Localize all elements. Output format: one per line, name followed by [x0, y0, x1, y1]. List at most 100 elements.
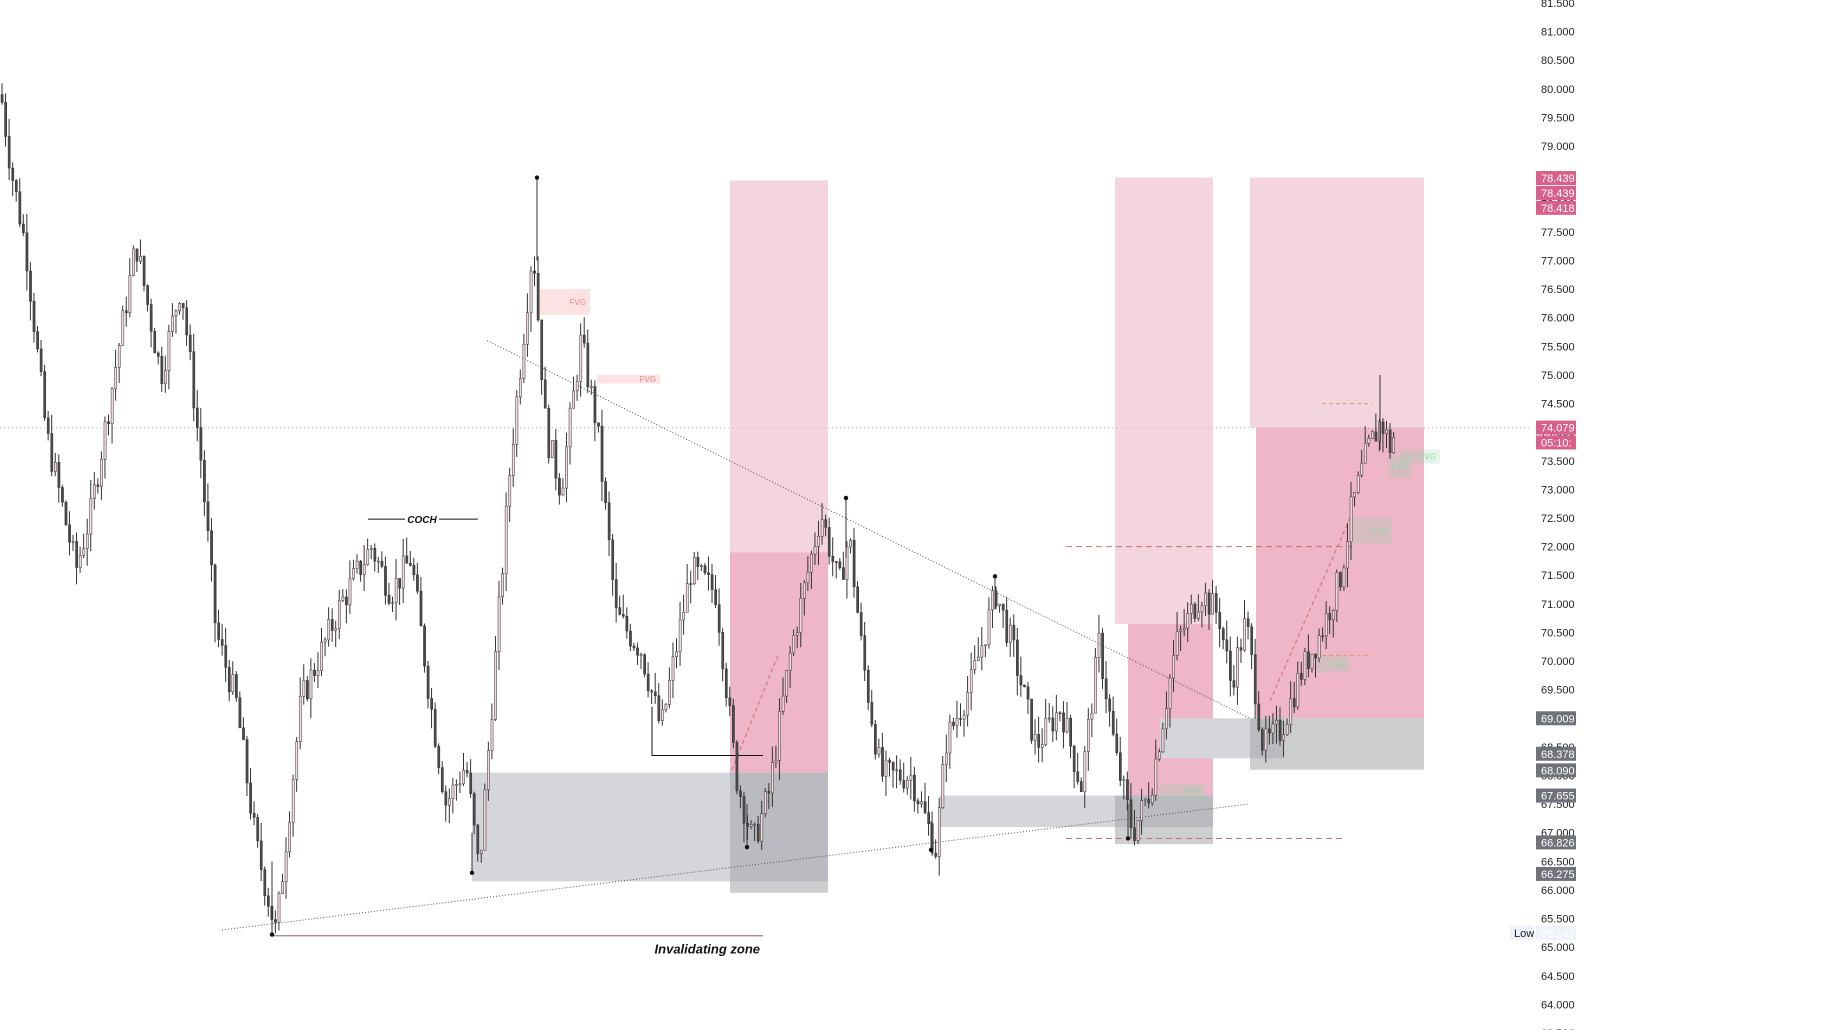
candle-body — [196, 407, 199, 428]
candle-body — [288, 821, 291, 853]
candle-body — [1033, 734, 1037, 741]
candle-body — [238, 697, 242, 729]
candle-body — [501, 573, 504, 598]
candle-body — [895, 769, 899, 772]
price-tick-label: 65.000 — [1541, 942, 1575, 954]
candle-body — [998, 603, 1001, 607]
candle-body — [1140, 800, 1144, 821]
candle-body — [1257, 703, 1261, 730]
candle-body — [327, 619, 331, 641]
candle-body — [977, 656, 980, 661]
fvg-label: FVG — [640, 375, 656, 384]
candle-body — [1239, 647, 1243, 651]
candle-body — [480, 849, 483, 855]
candle-body — [1289, 698, 1293, 725]
candle-body — [717, 604, 721, 633]
candle-body — [1108, 698, 1112, 712]
price-tag-bg — [1536, 185, 1576, 200]
candle-body — [355, 560, 359, 569]
candle-body — [128, 275, 132, 314]
candle-body — [803, 582, 806, 599]
candle-body — [820, 519, 824, 537]
gray-demand-zone-1-dark — [730, 772, 828, 893]
price-tag-label: 78.439 — [1541, 173, 1575, 185]
candle-body — [252, 812, 256, 818]
candle-body — [242, 727, 245, 740]
candle-body — [1353, 492, 1357, 498]
pink-zone-2-inner — [1128, 623, 1213, 796]
candle-body — [458, 783, 462, 786]
swing-point — [469, 870, 475, 875]
candle-body — [547, 407, 551, 458]
candle-body — [1214, 593, 1218, 613]
candle-body — [178, 303, 181, 312]
fvg-box-7 — [1160, 784, 1205, 799]
price-tag-label: 66.826 — [1541, 837, 1575, 849]
candle-body — [1253, 654, 1257, 705]
candle-body — [881, 747, 884, 777]
candle-body — [1218, 611, 1222, 629]
candle-body — [1079, 781, 1083, 793]
candle-body — [78, 555, 82, 568]
candle-body — [433, 709, 437, 747]
candle-body — [582, 334, 586, 344]
price-tick-label: 81.000 — [1541, 27, 1575, 39]
candle-body — [551, 440, 554, 458]
trendlines-layer — [0, 340, 1530, 937]
candle-body — [732, 705, 735, 743]
price-tag-label: 65.249 — [1541, 928, 1575, 940]
candle-body — [1175, 631, 1179, 656]
candle-body — [611, 539, 615, 580]
candle-body — [206, 501, 210, 531]
candle-body — [913, 774, 916, 802]
bos-line — [651, 706, 763, 756]
candle-body — [405, 555, 409, 564]
candle-body — [852, 539, 856, 587]
candle-body — [192, 351, 196, 409]
candle-body — [1321, 635, 1325, 638]
candle-body — [188, 334, 192, 353]
candle-body — [1076, 771, 1080, 782]
candle-body — [139, 256, 142, 262]
candle-body — [1087, 718, 1090, 752]
candle-body — [682, 612, 686, 621]
candle-body — [267, 895, 270, 907]
candle-body — [245, 739, 249, 784]
candle-body — [845, 546, 849, 580]
candle-body — [1005, 609, 1009, 643]
candle-body — [1147, 798, 1151, 804]
swing-point — [992, 574, 998, 579]
candle-body — [419, 590, 423, 627]
candle-body — [1030, 698, 1033, 741]
candles-layer — [0, 83, 1396, 935]
price-tick-label: 81.500 — [1541, 0, 1575, 10]
candle-body — [302, 680, 306, 697]
candle-body — [313, 669, 316, 676]
candle-body — [778, 710, 781, 761]
candle-body — [423, 625, 426, 667]
candle-body — [181, 303, 185, 308]
candle-body — [110, 388, 114, 424]
candle-body — [75, 541, 79, 568]
candle-body — [1335, 572, 1339, 611]
candle-body — [558, 477, 561, 496]
candle-body — [1250, 626, 1254, 656]
candle-body — [923, 801, 927, 813]
candle-body — [1143, 798, 1147, 801]
price-tick-label: 64.500 — [1541, 971, 1575, 983]
price-tick-label: 74.500 — [1541, 399, 1575, 411]
candle-body — [412, 565, 416, 576]
candle-body — [1190, 603, 1193, 614]
low-tag-bg — [1510, 925, 1534, 940]
zones-layer: FVG FVG FVG FVG FVG FVG FVG — [472, 177, 1440, 893]
candle-body — [284, 851, 288, 883]
candle-body — [728, 697, 732, 706]
candle-body — [185, 307, 189, 336]
candle-body — [984, 644, 987, 647]
candle-body — [469, 772, 473, 794]
candle-body — [1019, 675, 1023, 686]
candle-body — [472, 793, 476, 826]
candle-body — [1388, 429, 1392, 453]
candle-body — [1371, 431, 1374, 439]
